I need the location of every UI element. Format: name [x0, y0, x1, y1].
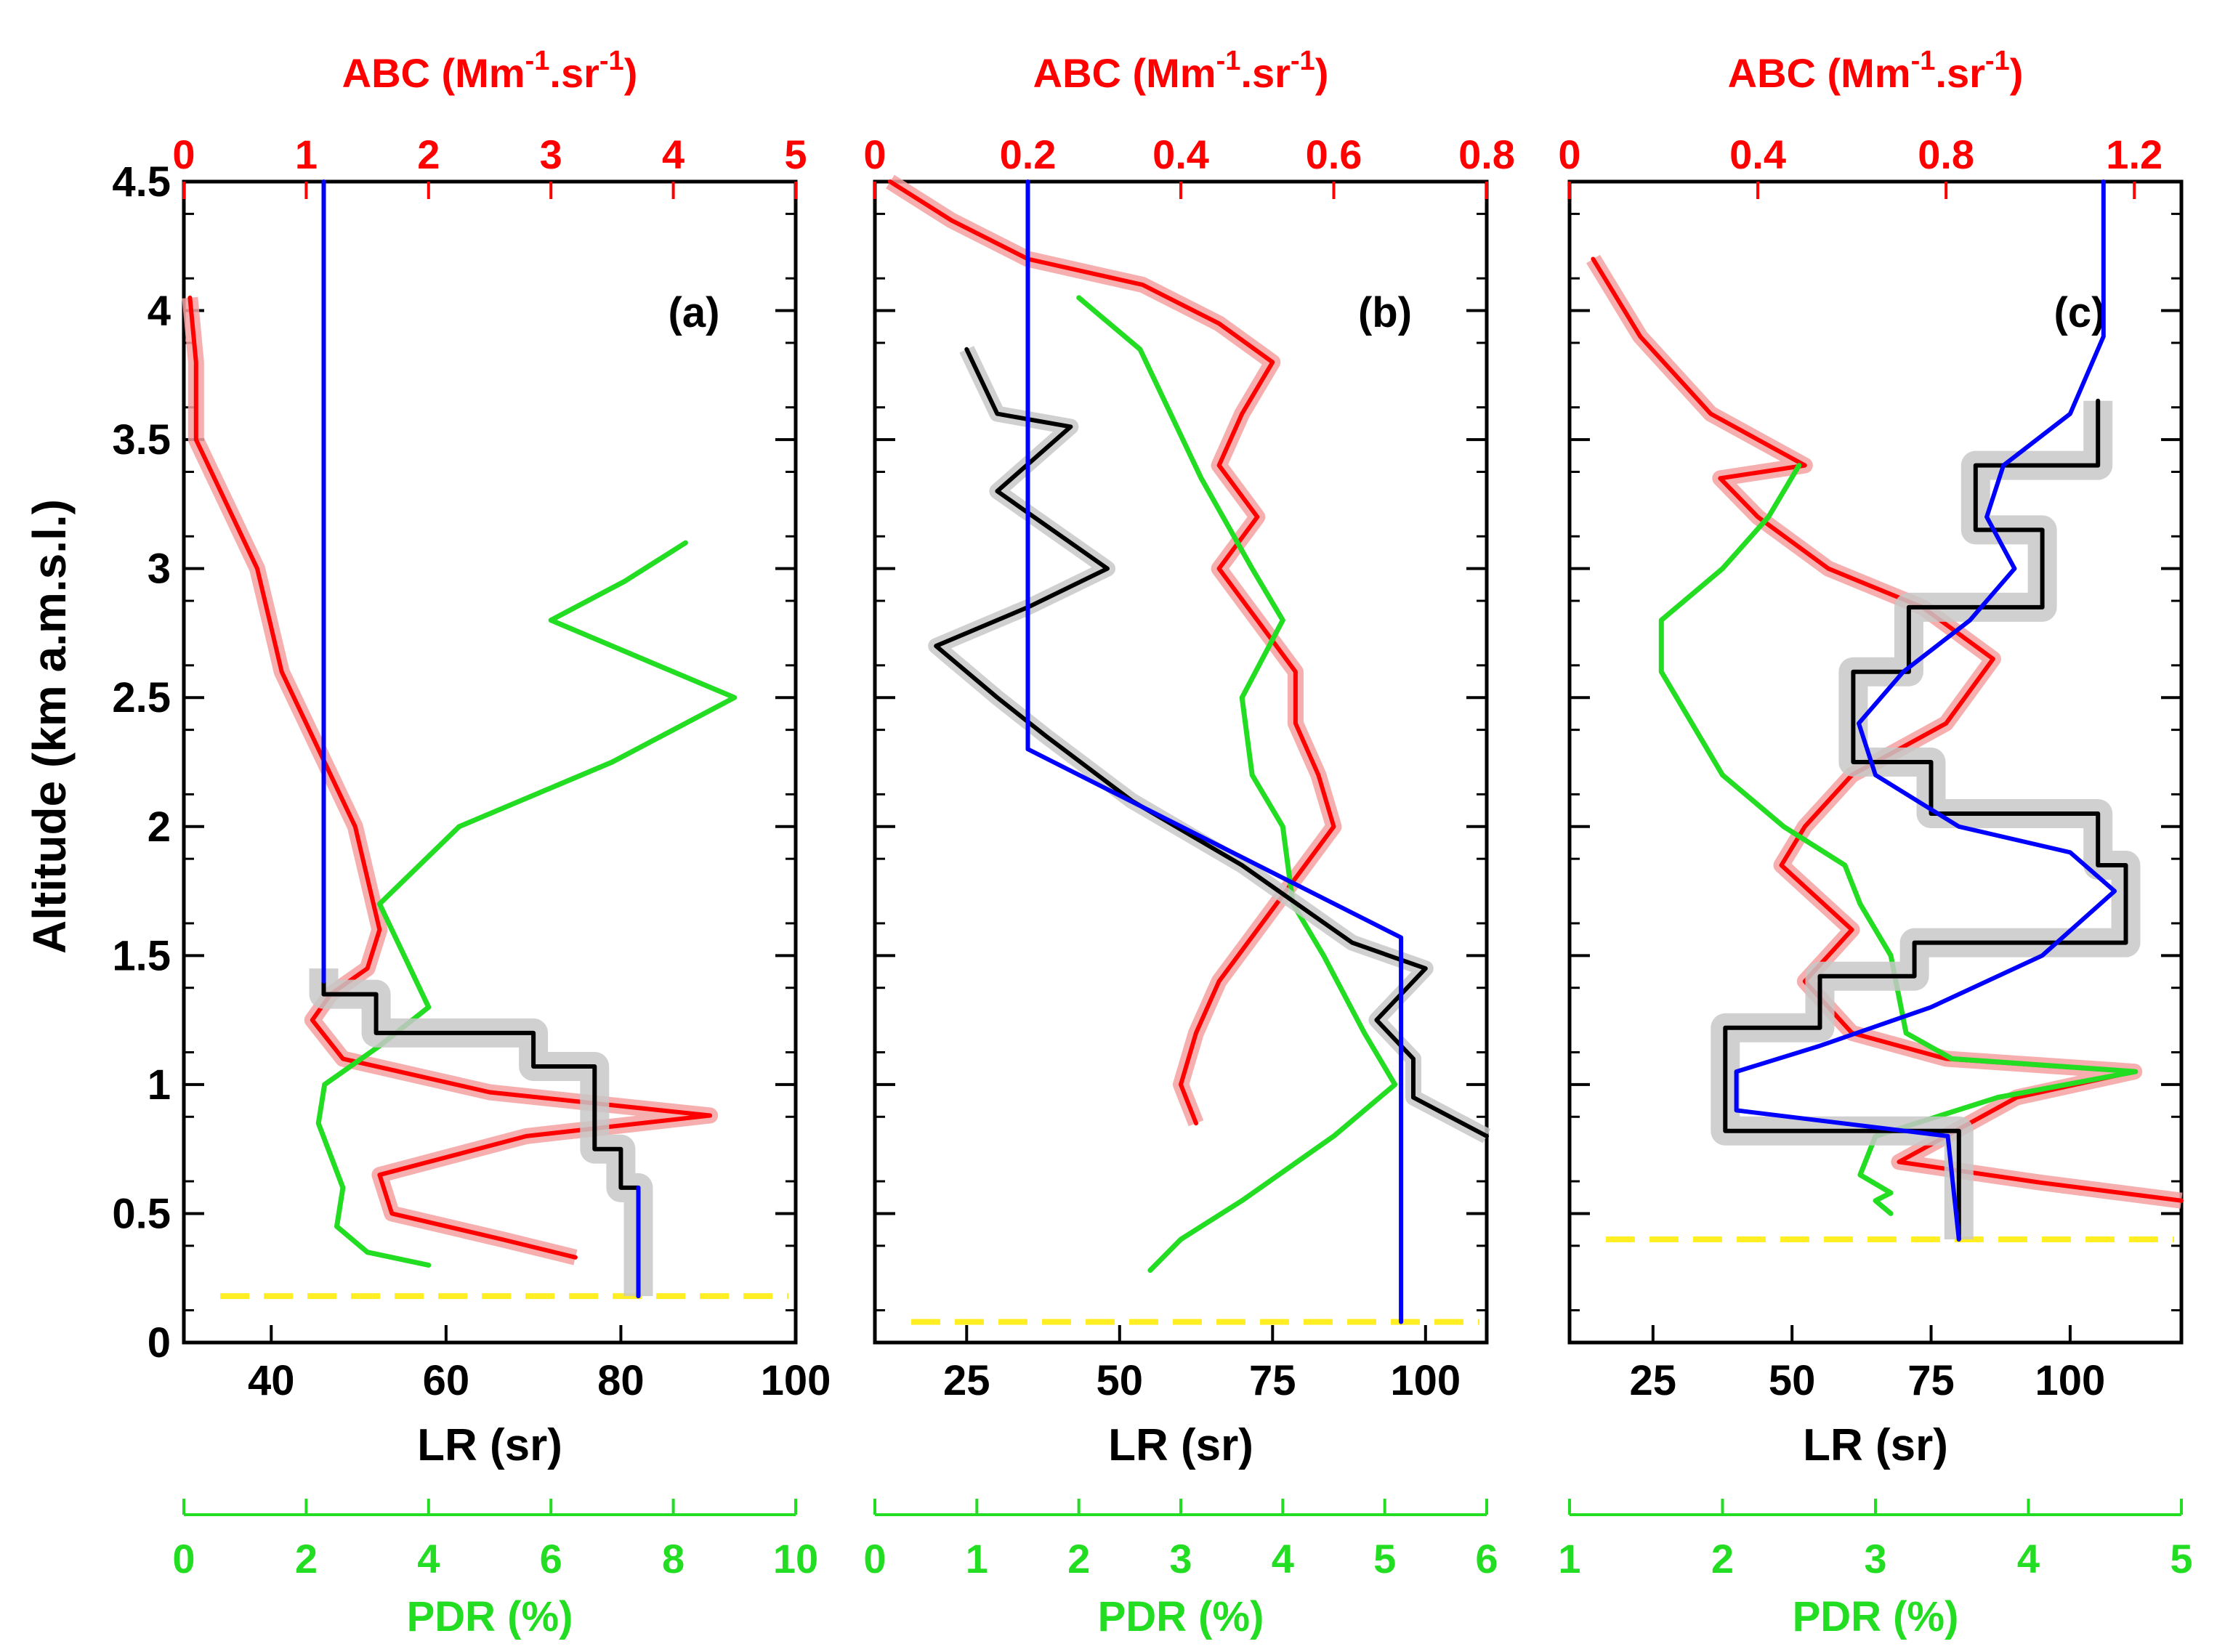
panel-label: (b): [1358, 289, 1412, 336]
lr-tick-label: 75: [1249, 1357, 1296, 1404]
panel-label: (c): [2054, 289, 2106, 336]
lr-axis-label: LR (sr): [1803, 1420, 1948, 1470]
pdr-tick-label: 3: [1864, 1536, 1886, 1582]
abc-axis-label: ABC (Mm-1.sr-1): [1033, 46, 1329, 96]
pdr-tick-label: 0: [172, 1536, 195, 1582]
series-line-abc: [1591, 256, 2184, 1203]
y-tick-label: 3.5: [112, 416, 171, 463]
abc-tick-label: 4: [662, 131, 685, 177]
abc-axis-label-part: ): [624, 50, 638, 96]
pdr-tick-label: 10: [773, 1536, 818, 1582]
lr-tick-label: 50: [1097, 1357, 1144, 1404]
abc-tick-label: 0: [863, 131, 886, 177]
abc-tick-label: 0: [172, 131, 195, 177]
abc-axis-label-part: -1: [525, 46, 550, 76]
abc-tick-label: 2: [417, 131, 440, 177]
abc-axis-label-part: ): [1315, 50, 1329, 96]
lr-tick-label: 100: [2035, 1357, 2106, 1404]
lr-tick-label: 80: [597, 1357, 645, 1404]
pdr-tick-label: 5: [1373, 1536, 1396, 1582]
abc-axis-label-part: -1: [1911, 46, 1936, 76]
series-line-lr: [321, 966, 641, 1299]
abc-axis-label-part: -1: [1291, 46, 1315, 76]
abc-axis-label-part: ABC (Mm: [1728, 50, 1911, 96]
y-tick-label: 4.5: [112, 158, 171, 206]
pdr-tick-label: 2: [1067, 1536, 1090, 1582]
pdr-tick-label: 2: [1711, 1536, 1734, 1582]
pdr-axis-label: PDR (%): [407, 1593, 573, 1640]
pdr-tick-label: 6: [1475, 1536, 1498, 1582]
abc-tick-label: 0.2: [1000, 131, 1057, 177]
abc-tick-label: 0: [1558, 131, 1580, 177]
y-tick-label: 0.5: [112, 1190, 171, 1237]
pdr-tick-label: 3: [1169, 1536, 1192, 1582]
abc-tick-label: 1: [295, 131, 318, 177]
pdr-axis-label: PDR (%): [1793, 1593, 1959, 1640]
abc-axis-label: ABC (Mm-1.sr-1): [342, 46, 638, 96]
panel-label: (a): [669, 289, 720, 336]
pdr-tick-label: 4: [417, 1536, 440, 1582]
y-tick-label: 1.5: [112, 932, 171, 979]
series-band-abc: [182, 296, 719, 1266]
y-tick-label: 2: [148, 803, 171, 851]
pdr-tick-label: 6: [540, 1536, 562, 1582]
abc-tick-label: 5: [784, 131, 807, 177]
pdr-tick-label: 4: [1272, 1536, 1294, 1582]
abc-axis-label-part: .sr: [549, 50, 599, 96]
abc-axis-label-part: ABC (Mm: [342, 50, 525, 96]
y-axis-label: Altitude (km a.m.s.l.): [23, 499, 76, 954]
series-line-lr-model: [1025, 179, 1404, 1324]
series-line-lr-model: [1734, 179, 2117, 1242]
abc-axis-label-part: .sr: [1240, 50, 1291, 96]
plot-frame: [1567, 179, 2184, 1345]
abc-tick-label: 0.8: [1918, 131, 1974, 177]
abc-axis-label-part: -1: [1216, 46, 1241, 76]
lr-axis-label: LR (sr): [1108, 1420, 1253, 1470]
series-line-pdr: [315, 540, 738, 1268]
y-tick-label: 2.5: [112, 674, 171, 721]
pdr-tick-label: 5: [2170, 1536, 2192, 1582]
abc-axis-label-part: .sr: [1935, 50, 1985, 96]
lr-axis-label: LR (sr): [417, 1420, 562, 1470]
abc-axis-label-part: -1: [1985, 46, 2010, 76]
pdr-tick-label: 4: [2017, 1536, 2040, 1582]
abc-axis-label: ABC (Mm-1.sr-1): [1728, 46, 2024, 96]
series-band-abc: [1586, 254, 2183, 1209]
y-tick-label: 1: [148, 1061, 171, 1109]
y-tick-label: 3: [148, 546, 171, 593]
y-tick-label: 0: [148, 1319, 171, 1366]
abc-tick-label: 3: [540, 131, 562, 177]
abc-axis-label-part: ABC (Mm: [1033, 50, 1216, 96]
abc-tick-label: 0.6: [1306, 131, 1362, 177]
lr-tick-label: 60: [423, 1357, 470, 1404]
y-tick-label: 4: [148, 288, 171, 335]
pdr-tick-label: 1: [966, 1536, 988, 1582]
series-band-lr: [309, 968, 653, 1297]
abc-axis-label-part: -1: [599, 46, 624, 76]
lr-tick-label: 25: [943, 1357, 990, 1404]
abc-axis-label-part: ): [2010, 50, 2024, 96]
lr-tick-label: 50: [1769, 1357, 1816, 1404]
abc-tick-label: 0.4: [1729, 131, 1786, 177]
lr-tick-label: 40: [248, 1357, 295, 1404]
abc-tick-label: 1.2: [2106, 131, 2163, 177]
pdr-tick-label: 2: [295, 1536, 318, 1582]
abc-tick-label: 0.8: [1458, 131, 1515, 177]
pdr-tick-label: 0: [863, 1536, 886, 1582]
lr-tick-label: 75: [1907, 1357, 1955, 1404]
lr-tick-label: 100: [1390, 1357, 1461, 1404]
series-line-lr: [1723, 398, 2128, 1242]
pdr-tick-label: 1: [1558, 1536, 1580, 1582]
abc-tick-label: 0.4: [1152, 131, 1209, 177]
lr-tick-label: 25: [1630, 1357, 1677, 1404]
pdr-tick-label: 8: [662, 1536, 685, 1582]
lr-tick-label: 100: [761, 1357, 831, 1404]
pdr-axis-label: PDR (%): [1098, 1593, 1264, 1640]
series-band-lr: [1711, 400, 2141, 1239]
plot-frame: [182, 179, 798, 1345]
